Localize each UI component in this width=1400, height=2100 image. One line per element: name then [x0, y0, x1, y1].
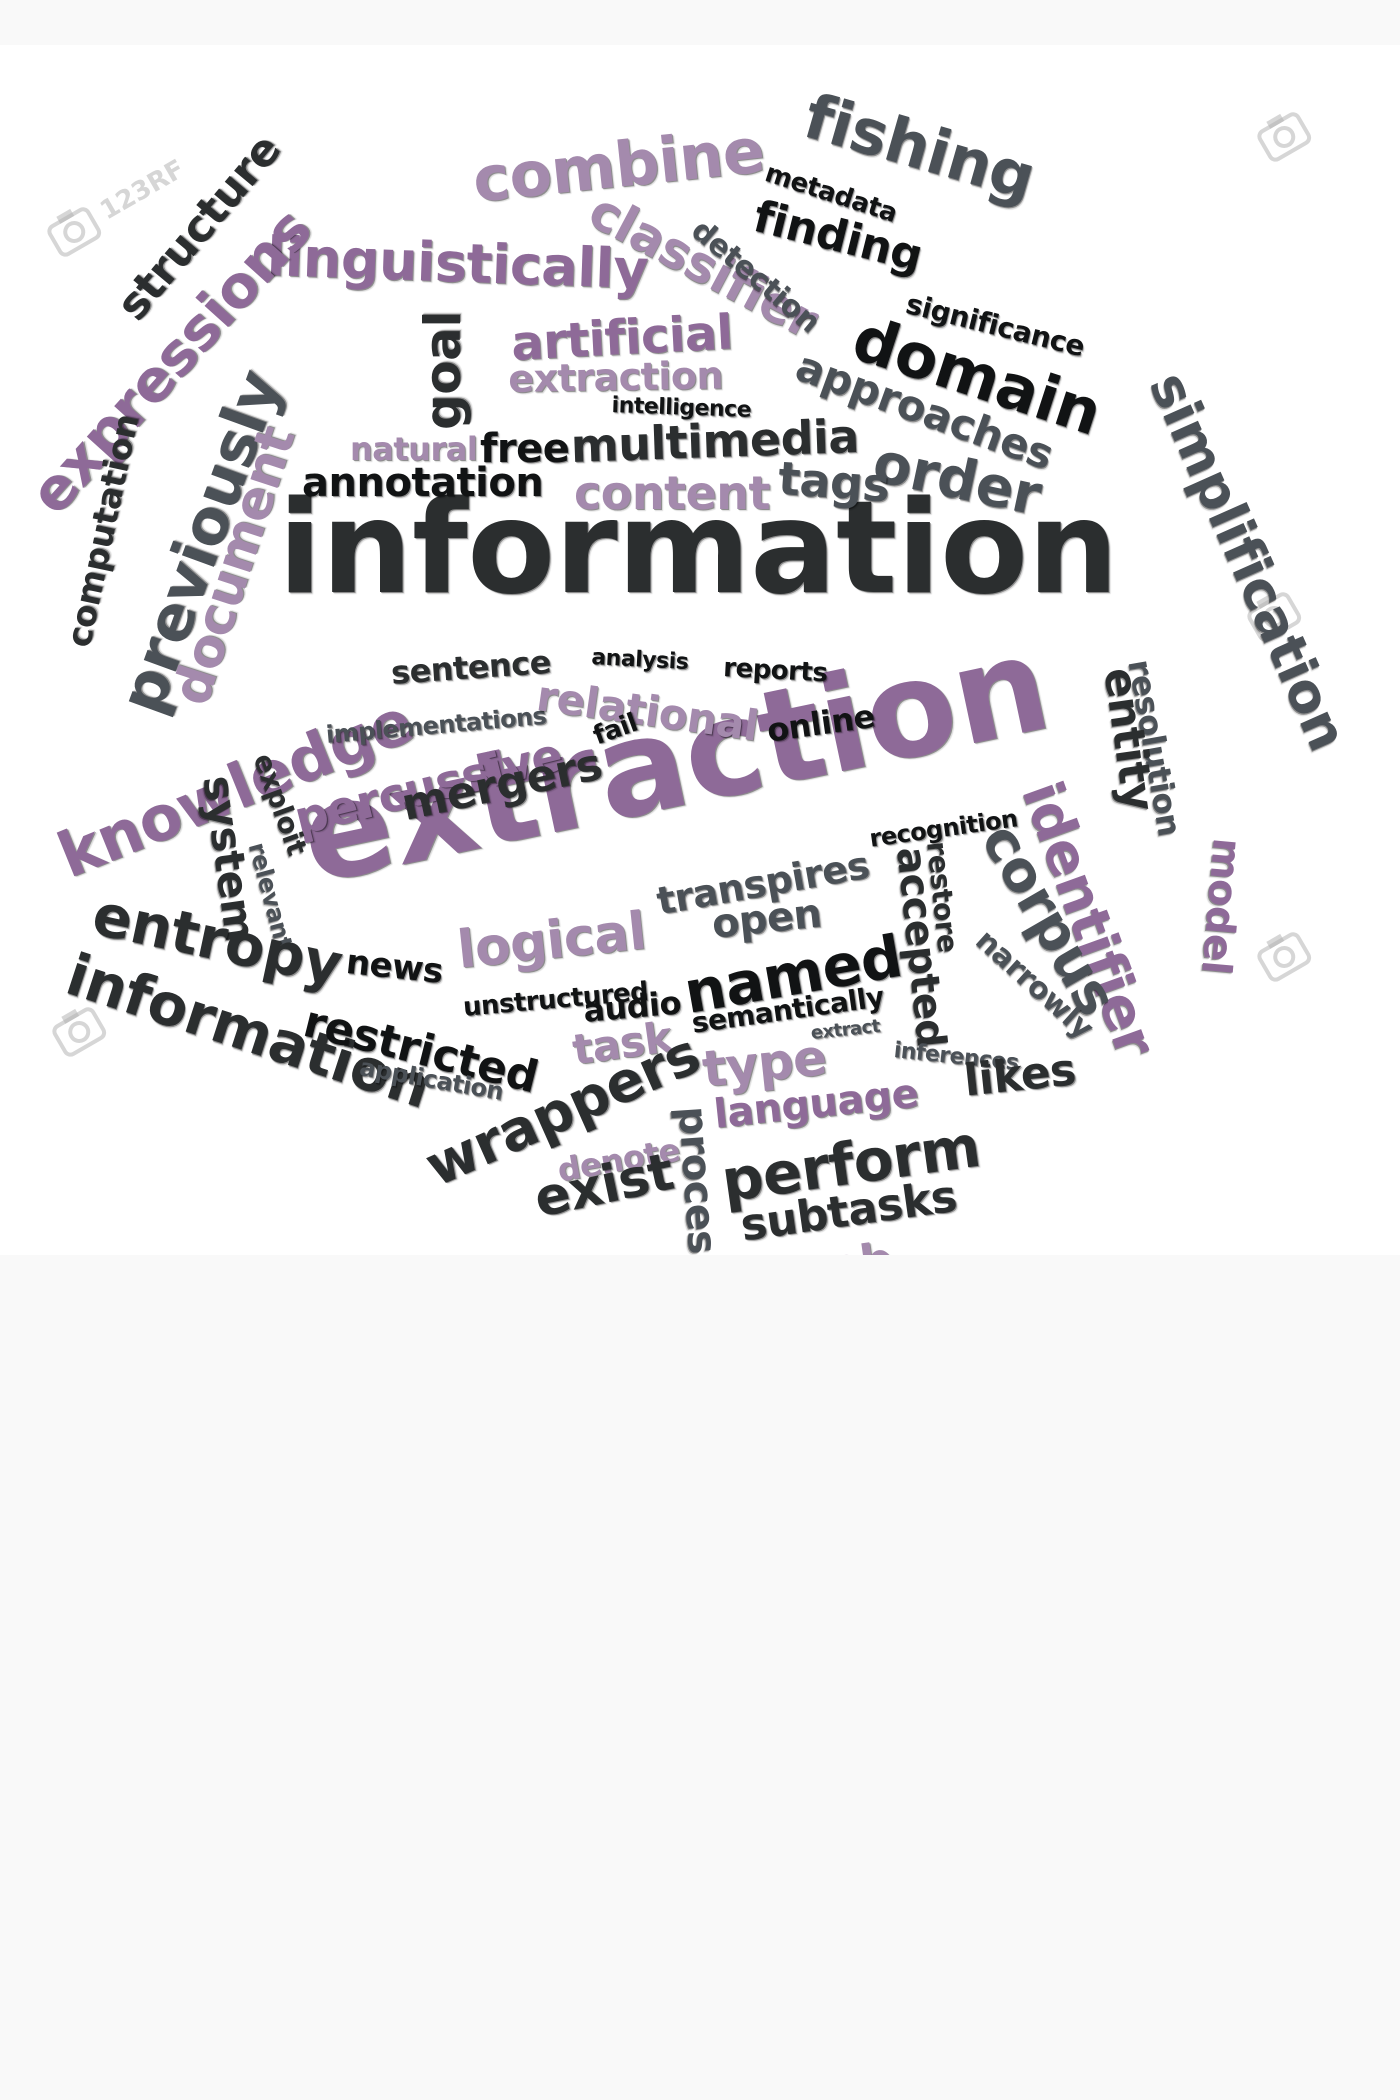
cloud-word-exist: exist — [529, 1141, 679, 1230]
watermark: 123RF — [35, 143, 196, 269]
cloud-word-information: information — [278, 474, 1119, 623]
cloud-word-news: news — [344, 942, 445, 992]
cloud-word-reports: reports — [722, 653, 829, 689]
cloud-word-free: free — [480, 426, 570, 472]
watermark — [1245, 97, 1321, 173]
watermark — [1235, 577, 1311, 653]
camera-icon — [52, 1007, 107, 1057]
cloud-word-natural: natural — [350, 430, 478, 468]
cloud-word-simplification: simplification — [1137, 362, 1360, 760]
cloud-word-extraction-small: extraction — [507, 353, 724, 401]
blank-area — [0, 1255, 1400, 2100]
cloud-word-model: model — [1192, 836, 1250, 976]
word-cloud: 123RF information extraction combine fis… — [0, 45, 1400, 1255]
cloud-word-likes: likes — [961, 1044, 1079, 1107]
cloud-word-content: content — [574, 466, 771, 520]
camera-icon — [47, 207, 102, 257]
cloud-word-sentence: sentence — [389, 642, 553, 692]
watermark — [1245, 917, 1321, 993]
camera-icon — [1257, 932, 1312, 982]
cloud-word-process: process — [669, 1104, 727, 1255]
cloud-word-tags: tags — [776, 451, 892, 513]
cloud-word-goal: goal — [414, 310, 472, 430]
camera-icon — [1247, 592, 1302, 642]
watermark — [40, 992, 116, 1068]
cloud-word-analysis: analysis — [590, 645, 689, 676]
cloud-word-logical: logical — [454, 901, 649, 981]
cloud-word-annotation: annotation — [302, 460, 544, 506]
camera-icon — [1257, 112, 1312, 162]
